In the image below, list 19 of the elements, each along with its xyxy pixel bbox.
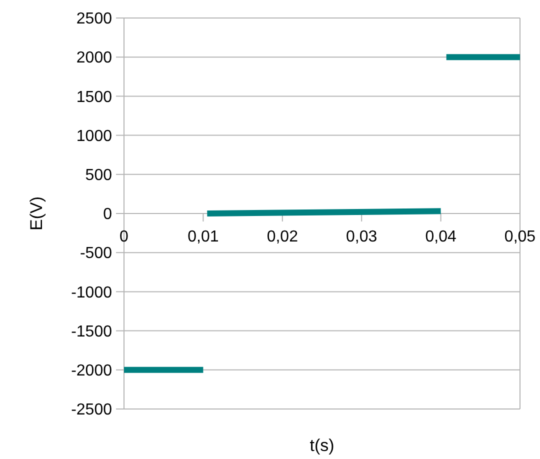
y-tick-label: -500 [80, 245, 112, 262]
x-axis-title: t(s) [310, 436, 334, 455]
x-tick-label: 0,02 [266, 228, 298, 246]
x-tick-label: 0,04 [425, 228, 456, 246]
x-tick-label: 0,01 [188, 228, 219, 246]
y-tick-label: -2500 [71, 402, 112, 419]
y-tick-label: -2000 [71, 362, 112, 380]
x-tick-label: 0,05 [504, 228, 536, 246]
x-tick-label: 0 [120, 228, 129, 246]
y-tick-label: 0 [103, 206, 112, 224]
y-axis-title: E(V) [27, 196, 46, 230]
y-tick-label: 2000 [76, 50, 112, 67]
y-tick-label: -1500 [71, 323, 112, 340]
y-tick-label: 1500 [76, 88, 112, 106]
y-tick-label: 1000 [76, 128, 112, 145]
x-tick-label: 0,03 [346, 228, 378, 246]
y-tick-label: 2500 [76, 10, 112, 28]
y-tick-label: -1000 [71, 284, 112, 302]
y-tick-label: 500 [85, 167, 112, 184]
